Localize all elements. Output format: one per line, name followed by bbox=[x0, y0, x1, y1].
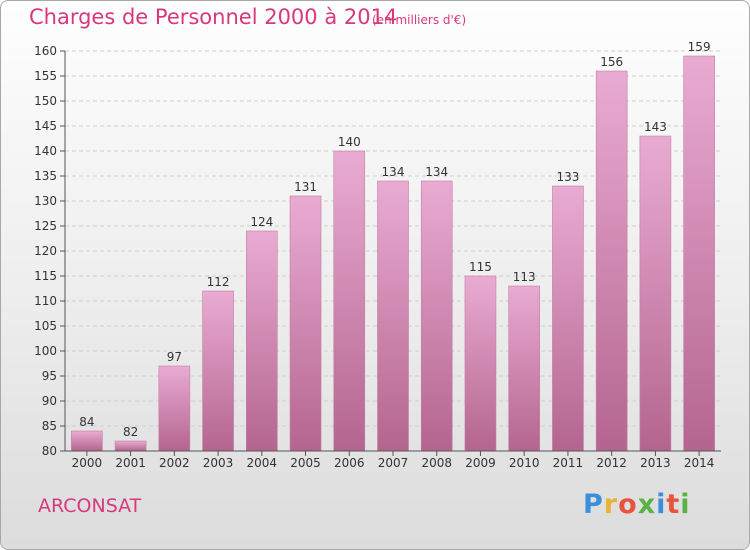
logo-letter: i bbox=[680, 489, 691, 520]
bar bbox=[464, 275, 497, 452]
bar bbox=[71, 430, 103, 452]
bar bbox=[595, 70, 628, 452]
bar bbox=[683, 55, 715, 452]
x-tick-label: 2005 bbox=[290, 456, 321, 470]
bar bbox=[246, 230, 278, 452]
x-tick-label: 2001 bbox=[115, 456, 146, 470]
commune-name: ARCONSAT bbox=[38, 495, 142, 517]
bar bbox=[639, 135, 672, 452]
y-tick-label: 110 bbox=[34, 294, 57, 308]
x-tick-label: 2009 bbox=[465, 456, 496, 470]
logo-letter: o bbox=[618, 489, 638, 520]
data-label: 134 bbox=[425, 165, 448, 179]
y-tick-label: 125 bbox=[34, 219, 57, 233]
y-tick-label: 160 bbox=[34, 44, 57, 58]
bar bbox=[420, 180, 453, 452]
y-tick-label: 100 bbox=[34, 344, 57, 358]
y-axis: 80 85 90 95 100 105 110 115 120 125 130 135 140 145 15… bbox=[34, 44, 66, 458]
bar bbox=[158, 365, 191, 452]
y-tick-label: 80 bbox=[42, 444, 57, 458]
bar bbox=[333, 150, 366, 452]
y-tick-label: 140 bbox=[34, 144, 57, 158]
data-label: 131 bbox=[294, 180, 317, 194]
bar bbox=[114, 440, 147, 452]
x-tick-label: 2011 bbox=[553, 456, 584, 470]
data-label: 140 bbox=[338, 135, 361, 149]
y-tick-label: 130 bbox=[34, 194, 57, 208]
proxiti-logo: Proxiti bbox=[583, 489, 691, 520]
x-tick-label: 2004 bbox=[247, 456, 278, 470]
y-tick-label: 155 bbox=[34, 69, 57, 83]
y-tick-label: 95 bbox=[42, 369, 57, 383]
x-tick-label: 2010 bbox=[509, 456, 540, 470]
x-tick-label: 2006 bbox=[334, 456, 365, 470]
bar bbox=[377, 180, 409, 452]
y-tick-label: 150 bbox=[34, 94, 57, 108]
bar bbox=[508, 285, 541, 452]
logo-letter: x bbox=[637, 489, 657, 520]
data-label: 82 bbox=[123, 425, 138, 439]
x-tick-label: 2002 bbox=[159, 456, 190, 470]
data-label: 124 bbox=[250, 215, 273, 229]
data-label: 143 bbox=[644, 120, 667, 134]
y-tick-label: 115 bbox=[34, 269, 57, 283]
logo-letter: P bbox=[583, 489, 604, 520]
data-label: 112 bbox=[207, 275, 230, 289]
bar bbox=[552, 185, 584, 452]
x-tick-label: 2000 bbox=[72, 456, 103, 470]
y-tick-label: 85 bbox=[42, 419, 57, 433]
data-label: 97 bbox=[167, 350, 182, 364]
chart-title: Charges de Personnel 2000 à 2014 bbox=[29, 5, 398, 29]
x-axis: 2000 2001 2002 2003 2004 2005 2006 2007 2008 2009… bbox=[65, 450, 721, 470]
logo-letter: t bbox=[666, 489, 681, 520]
x-tick-label: 2013 bbox=[640, 456, 671, 470]
x-tick-label: 2007 bbox=[378, 456, 409, 470]
x-tick-label: 2003 bbox=[203, 456, 234, 470]
data-label: 159 bbox=[688, 40, 711, 54]
logo-letter: i bbox=[656, 489, 667, 520]
data-label: 133 bbox=[556, 170, 579, 184]
x-tick-label: 2008 bbox=[421, 456, 452, 470]
bar bbox=[202, 290, 234, 452]
y-tick-label: 145 bbox=[34, 119, 57, 133]
data-label: 84 bbox=[79, 415, 94, 429]
data-label: 156 bbox=[600, 55, 623, 69]
bar bbox=[289, 195, 322, 452]
y-tick-label: 105 bbox=[34, 319, 57, 333]
y-tick-label: 135 bbox=[34, 169, 57, 183]
y-tick-label: 90 bbox=[42, 394, 57, 408]
x-tick-label: 2014 bbox=[684, 456, 715, 470]
data-label: 113 bbox=[513, 270, 536, 284]
y-tick-label: 120 bbox=[34, 244, 57, 258]
chart-subtitle: (en milliers d'€) bbox=[372, 13, 467, 27]
bars: 84 82 97 112 124 131 140 134 134 115 113 133 156 143 1… bbox=[71, 40, 715, 452]
data-label: 115 bbox=[469, 260, 492, 274]
logo-letter: r bbox=[603, 489, 619, 520]
data-label: 134 bbox=[382, 165, 405, 179]
x-tick-label: 2012 bbox=[596, 456, 627, 470]
